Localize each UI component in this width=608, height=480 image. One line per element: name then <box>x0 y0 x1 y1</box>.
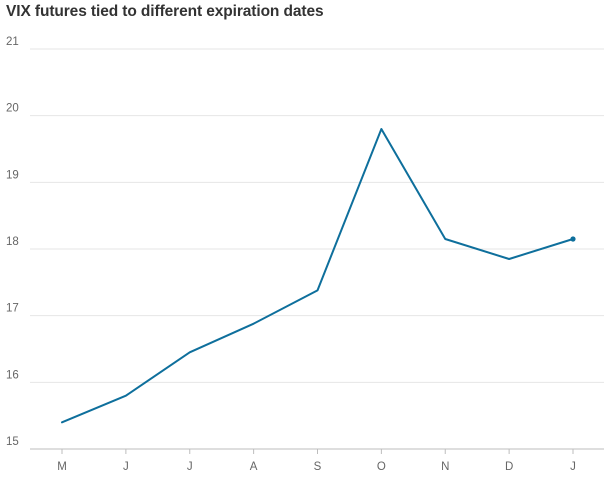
y-tick-label: 18 <box>6 236 19 248</box>
gridlines <box>30 48 604 450</box>
series-layer <box>61 128 576 424</box>
x-tick-label: O <box>377 461 386 473</box>
y-tick-label: 21 <box>6 36 19 48</box>
x-tick-label: D <box>505 461 513 473</box>
y-tick-label: 15 <box>6 436 19 448</box>
end-point-marker <box>570 236 576 242</box>
x-tick-label: J <box>123 461 129 473</box>
y-tick-label: 16 <box>6 369 19 381</box>
y-tick-label: 19 <box>6 169 19 181</box>
x-tick-label: S <box>314 461 322 473</box>
x-tick-label: A <box>250 461 258 473</box>
x-tick-label: J <box>570 461 576 473</box>
y-tick-label: 20 <box>6 103 19 115</box>
x-tick-label: M <box>57 461 67 473</box>
chart-title: VIX futures tied to different expiration… <box>6 3 324 20</box>
x-tick-label: J <box>187 461 193 473</box>
y-tick-label: 17 <box>6 303 19 315</box>
x-tick-label: N <box>441 461 449 473</box>
y-tick-labels: 15 16 17 18 19 20 21 <box>6 36 19 448</box>
series-line <box>61 128 574 424</box>
